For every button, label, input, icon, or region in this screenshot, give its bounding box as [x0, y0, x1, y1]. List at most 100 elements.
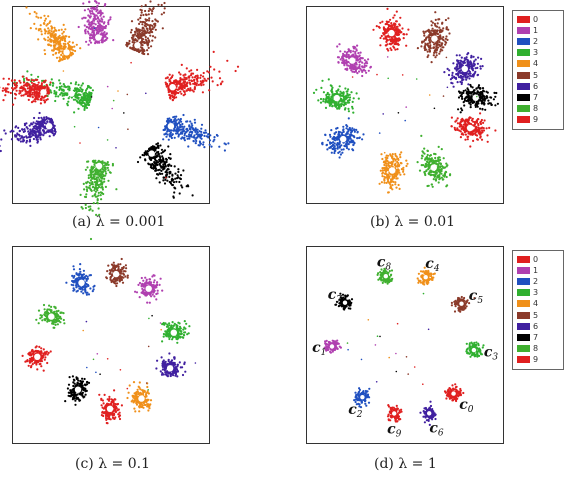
data-point — [389, 183, 392, 186]
data-point — [97, 191, 100, 194]
data-point — [35, 120, 38, 123]
data-point — [339, 90, 342, 93]
data-point — [75, 93, 78, 96]
data-point — [185, 127, 189, 130]
noise-point — [433, 107, 436, 110]
data-point — [441, 21, 444, 24]
data-point — [144, 9, 147, 13]
data-point — [14, 97, 17, 100]
data-point — [86, 166, 89, 169]
data-point — [386, 169, 389, 172]
data-point — [80, 90, 84, 93]
data-point — [390, 156, 394, 159]
data-point — [213, 138, 216, 141]
data-point — [157, 169, 160, 172]
data-point — [207, 77, 210, 80]
data-point — [180, 92, 183, 95]
data-point — [432, 46, 435, 50]
data-point — [443, 172, 446, 176]
data-point — [321, 143, 324, 146]
data-point — [28, 92, 31, 96]
data-point — [55, 86, 58, 89]
data-point — [179, 177, 182, 181]
legend-swatch — [517, 333, 530, 341]
data-point — [52, 30, 56, 33]
data-point — [470, 56, 473, 59]
data-point — [25, 126, 28, 129]
data-point — [32, 85, 36, 88]
data-point — [424, 173, 427, 177]
data-point — [479, 112, 482, 115]
data-point — [39, 84, 42, 88]
data-point — [93, 15, 96, 18]
data-point — [120, 404, 123, 407]
data-point — [197, 83, 200, 86]
data-point — [98, 41, 101, 44]
data-point — [448, 32, 451, 35]
noise-point — [382, 113, 385, 115]
data-point — [178, 128, 182, 131]
data-point — [100, 32, 103, 35]
data-point — [106, 166, 109, 169]
data-point — [179, 117, 182, 121]
data-point — [54, 99, 57, 103]
data-point — [145, 13, 148, 17]
legend-swatch — [517, 116, 530, 124]
data-point — [379, 169, 382, 172]
cluster-8 — [79, 159, 118, 241]
data-point — [199, 76, 202, 79]
data-point — [185, 89, 188, 92]
data-point — [16, 132, 19, 135]
data-point — [129, 46, 132, 50]
data-point — [91, 12, 94, 15]
data-point — [351, 148, 354, 151]
data-point — [144, 158, 147, 161]
data-point — [479, 91, 482, 94]
data-point — [195, 139, 198, 143]
data-point — [386, 156, 389, 160]
data-point — [43, 14, 46, 17]
data-point — [473, 129, 476, 132]
data-point — [455, 54, 458, 57]
data-point — [361, 70, 364, 73]
data-point — [395, 43, 398, 46]
data-point — [104, 163, 107, 166]
data-point — [54, 52, 57, 55]
data-point — [64, 92, 67, 95]
data-point — [0, 138, 3, 141]
data-point — [167, 138, 170, 141]
data-point — [397, 169, 400, 172]
data-point — [363, 59, 366, 62]
legend-swatch — [517, 300, 530, 308]
caption-c: (c) λ = 0.1 — [75, 456, 150, 472]
data-point — [20, 85, 23, 88]
data-point — [92, 159, 95, 162]
data-point — [160, 169, 163, 172]
data-point — [93, 181, 97, 184]
data-point — [148, 301, 151, 304]
data-point — [172, 116, 175, 119]
data-point — [177, 168, 180, 171]
data-point — [98, 23, 101, 26]
data-point — [61, 47, 64, 50]
data-point — [167, 89, 170, 92]
data-point — [337, 56, 340, 59]
data-point — [224, 143, 227, 146]
data-point — [42, 134, 45, 137]
data-point — [64, 40, 67, 43]
data-point — [380, 153, 383, 156]
data-point — [402, 37, 405, 40]
data-point — [467, 90, 470, 93]
data-point — [169, 181, 172, 184]
data-point — [375, 25, 378, 28]
data-point — [77, 97, 80, 100]
data-point — [365, 71, 368, 74]
data-point — [347, 148, 350, 151]
data-point — [470, 92, 473, 95]
data-point — [169, 97, 172, 100]
data-point — [74, 93, 77, 96]
legend-entry: 7 — [517, 92, 538, 102]
data-point — [397, 37, 401, 40]
data-point — [333, 132, 336, 135]
data-point — [153, 22, 156, 25]
